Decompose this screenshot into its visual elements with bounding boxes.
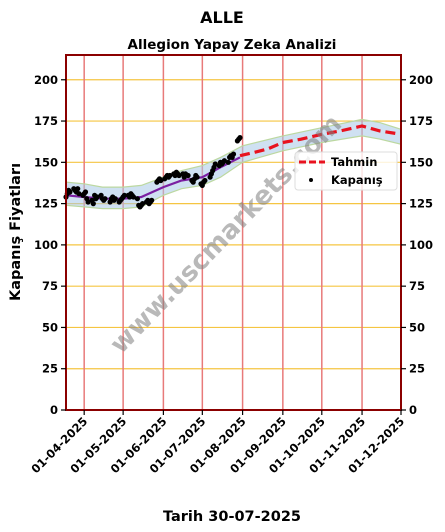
y-tick-label-right: 175 xyxy=(409,114,433,128)
forecast-line-path xyxy=(239,124,402,158)
y-tick-label-right: 150 xyxy=(409,155,433,169)
closing-point xyxy=(149,197,155,203)
closing-point xyxy=(176,172,182,179)
y-tick-label-left: 0 xyxy=(50,403,58,417)
legend-closing-swatch xyxy=(309,178,313,182)
y-axis-label: Kapanış Fiyatları xyxy=(8,163,24,301)
y-tick-label-left: 125 xyxy=(34,197,58,211)
legend: Tahmin Kapanış xyxy=(294,151,398,191)
closing-point xyxy=(67,189,73,195)
x-axis-ticks: 01-04-202501-05-202501-06-202501-07-2025… xyxy=(28,410,407,476)
closing-point xyxy=(82,189,89,195)
y-tick-label-right: 50 xyxy=(409,320,425,334)
x-axis-label: Tarih 30-07-2025 xyxy=(163,509,301,525)
closing-point xyxy=(134,196,140,202)
y-tick-label-left: 25 xyxy=(42,362,58,376)
closing-point xyxy=(102,196,108,202)
closing-point xyxy=(237,135,243,141)
chart-title: ALLE xyxy=(200,8,244,27)
y-tick-label-left: 75 xyxy=(42,279,58,293)
closing-point xyxy=(225,159,231,165)
closing-point xyxy=(76,191,82,197)
plot-frame xyxy=(65,54,402,411)
y-tick-label-left: 175 xyxy=(34,114,58,128)
legend-label-closing: Kapanış xyxy=(331,173,383,187)
y-tick-label-right: 25 xyxy=(409,362,425,376)
chart-subtitle: Allegion Yapay Zeka Analizi xyxy=(128,37,337,53)
watermark-text: www.uscmarkets.com xyxy=(104,109,348,360)
legend-label-forecast: Tahmin xyxy=(331,155,377,169)
closing-point xyxy=(167,172,173,179)
closing-point xyxy=(112,196,118,202)
closing-point xyxy=(130,194,137,200)
forecast-line xyxy=(239,124,402,158)
closing-point xyxy=(121,192,127,198)
closing-point xyxy=(212,161,218,167)
y-tick-label-right: 75 xyxy=(409,279,425,293)
closing-point xyxy=(158,177,164,184)
closing-point xyxy=(90,201,96,207)
y-tick-label-left: 50 xyxy=(42,320,58,334)
closing-point xyxy=(75,186,81,192)
closing-point xyxy=(185,172,191,179)
y-tick-label-right: 0 xyxy=(409,403,417,417)
y-tick-label-left: 150 xyxy=(34,155,58,169)
closing-point xyxy=(194,174,200,180)
closing-point xyxy=(94,194,100,200)
closing-point xyxy=(221,158,227,164)
y-tick-label-left: 100 xyxy=(34,238,58,252)
y-tick-label-right: 100 xyxy=(409,238,433,252)
y-tick-label-right: 125 xyxy=(409,197,433,211)
y-tick-label-right: 200 xyxy=(409,73,433,87)
closing-point xyxy=(230,151,237,157)
closing-point xyxy=(85,199,91,205)
closing-point xyxy=(140,201,146,207)
closing-point xyxy=(202,177,208,184)
y-tick-label-left: 200 xyxy=(34,73,58,87)
y-axis-left-ticks: 0 25 50 75 100 125 150 175 200 xyxy=(34,73,66,417)
y-axis-right-ticks: 0 25 50 75 100 125 150 175 200 xyxy=(401,73,433,417)
